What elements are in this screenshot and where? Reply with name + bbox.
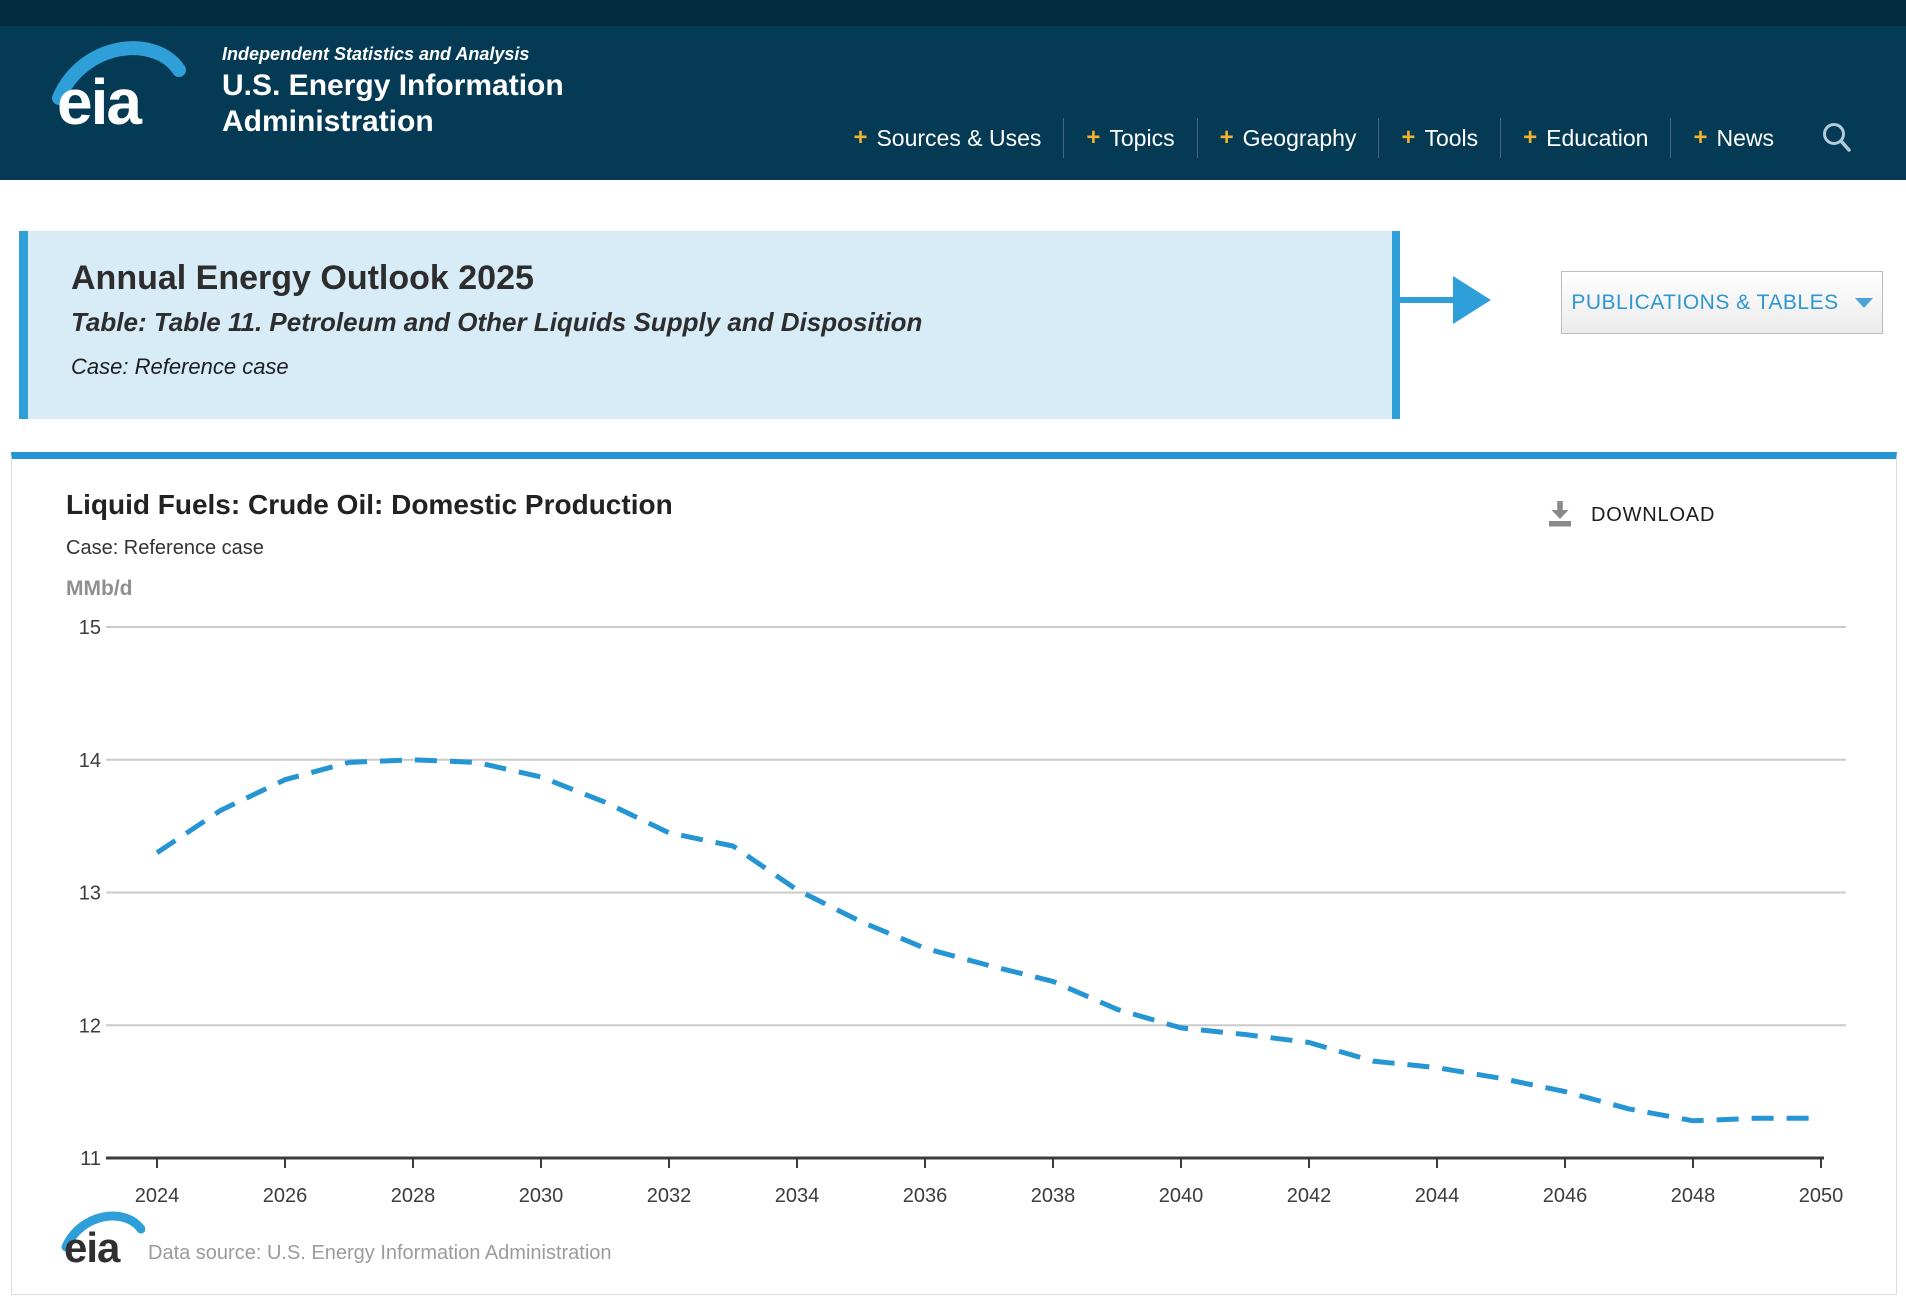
line-chart: 11 12 13 14 15 2024 2026 2028 2030 2032 2034 2036 20…	[79, 617, 1846, 1207]
nav-item-education[interactable]: + Education	[1500, 118, 1670, 158]
svg-text:15: 15	[79, 617, 101, 639]
nav-item-news[interactable]: + News	[1670, 118, 1796, 158]
nav-item-sources-uses[interactable]: + Sources & Uses	[831, 118, 1063, 158]
svg-text:14: 14	[79, 750, 101, 772]
svg-text:12: 12	[79, 1015, 101, 1037]
svg-text:2038: 2038	[1031, 1185, 1076, 1207]
nav-item-tools[interactable]: + Tools	[1378, 118, 1500, 158]
nav-item-topics[interactable]: + Topics	[1063, 118, 1196, 158]
svg-text:2044: 2044	[1415, 1185, 1460, 1207]
report-banner: Annual Energy Outlook 2025 Table: Table …	[19, 231, 1400, 419]
plus-icon: +	[1523, 124, 1538, 151]
plus-icon: +	[853, 124, 868, 151]
svg-text:2030: 2030	[519, 1185, 564, 1207]
header-top-strip	[0, 0, 1906, 26]
report-case-line: Case: Reference case	[71, 354, 289, 379]
nav-item-label: News	[1716, 124, 1774, 151]
nav-item-label: Sources & Uses	[876, 124, 1042, 151]
chart-panel: Liquid Fuels: Crude Oil: Domestic Produc…	[11, 452, 1897, 1295]
eia-swoosh-icon	[61, 1207, 146, 1258]
svg-text:2048: 2048	[1671, 1185, 1716, 1207]
eia-logo-text: eia	[57, 66, 142, 138]
svg-text:2050: 2050	[1799, 1185, 1844, 1207]
svg-text:2032: 2032	[647, 1185, 692, 1207]
header-tagline: Independent Statistics and Analysis	[222, 44, 530, 64]
svg-text:2040: 2040	[1159, 1185, 1204, 1207]
plus-icon: +	[1086, 124, 1101, 151]
eia-footer-logo-text: eia	[64, 1224, 120, 1271]
svg-text:2028: 2028	[391, 1185, 436, 1207]
download-icon	[1544, 497, 1576, 534]
svg-text:2042: 2042	[1287, 1185, 1332, 1207]
svg-text:2024: 2024	[135, 1185, 180, 1207]
svg-text:2036: 2036	[903, 1185, 948, 1207]
nav-item-label: Tools	[1424, 124, 1479, 151]
svg-text:11: 11	[80, 1148, 101, 1170]
nav-item-label: Topics	[1109, 124, 1175, 151]
main-nav: + Sources & Uses + Topics + Geography + …	[831, 118, 1854, 158]
search-icon[interactable]	[1820, 121, 1854, 155]
arrow-right-icon	[1453, 276, 1491, 324]
plus-icon: +	[1693, 124, 1708, 151]
publications-tables-label: PUBLICATIONS & TABLES	[1571, 290, 1839, 314]
chart-title: Liquid Fuels: Crude Oil: Domestic Produc…	[66, 489, 673, 520]
svg-text:2026: 2026	[263, 1185, 308, 1207]
header-org-name: U.S. Energy Information Administration	[222, 68, 564, 140]
svg-text:13: 13	[79, 883, 101, 905]
chart-unit-label: MMb/d	[66, 577, 133, 600]
publications-tables-button[interactable]: PUBLICATIONS & TABLES	[1561, 271, 1883, 334]
plus-icon: +	[1219, 124, 1234, 151]
header-org-line2: Administration	[222, 105, 434, 138]
site-header: eia Independent Statistics and Analysis …	[0, 0, 1906, 180]
svg-text:2046: 2046	[1543, 1185, 1588, 1207]
report-title: Annual Energy Outlook 2025	[71, 259, 534, 297]
download-button[interactable]: DOWNLOAD	[1544, 497, 1715, 534]
report-table-subtitle: Table: Table 11. Petroleum and Other Liq…	[71, 307, 923, 337]
plus-icon: +	[1401, 124, 1416, 151]
nav-item-geography[interactable]: + Geography	[1196, 118, 1379, 158]
nav-item-label: Geography	[1242, 124, 1357, 151]
svg-text:2034: 2034	[775, 1185, 820, 1207]
chart-case-subtitle: Case: Reference case	[66, 537, 264, 559]
caret-down-icon	[1854, 297, 1873, 308]
download-label: DOWNLOAD	[1591, 504, 1716, 526]
header-org-line1: U.S. Energy Information	[222, 69, 564, 102]
eia-logo[interactable]: eia	[52, 41, 197, 158]
arrow-right-icon	[1400, 297, 1453, 303]
eia-footer-logo: eia	[61, 1211, 154, 1277]
eia-swoosh-icon	[51, 34, 187, 111]
nav-item-label: Education	[1546, 124, 1649, 151]
data-source-text: Data source: U.S. Energy Information Adm…	[148, 1242, 612, 1264]
